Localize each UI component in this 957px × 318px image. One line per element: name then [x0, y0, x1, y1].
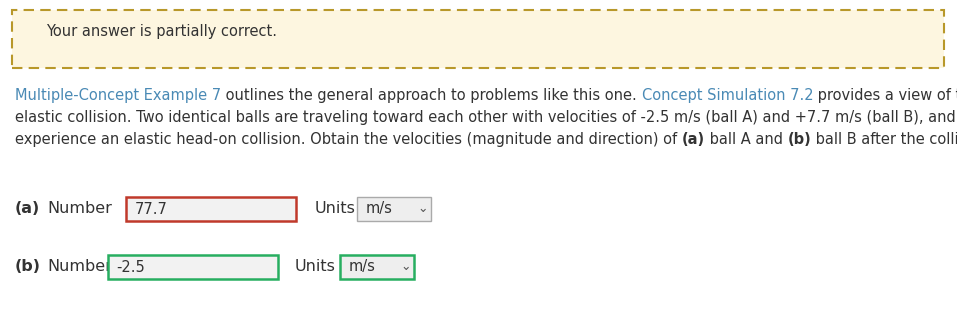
FancyBboxPatch shape — [357, 197, 431, 221]
FancyBboxPatch shape — [126, 197, 296, 221]
Text: (a): (a) — [681, 132, 705, 147]
Text: Your answer is partially correct.: Your answer is partially correct. — [46, 24, 277, 39]
Text: 77.7: 77.7 — [135, 202, 167, 217]
Text: ball B after the collision.: ball B after the collision. — [812, 132, 957, 147]
FancyBboxPatch shape — [108, 255, 278, 279]
Text: Concept Simulation 7.2: Concept Simulation 7.2 — [641, 88, 813, 103]
Text: Multiple-Concept Example 7: Multiple-Concept Example 7 — [15, 88, 221, 103]
Text: m/s: m/s — [349, 259, 376, 274]
Text: i: i — [115, 202, 120, 217]
Text: outlines the general approach to problems like this one.: outlines the general approach to problem… — [221, 88, 641, 103]
Text: (b): (b) — [15, 259, 41, 274]
Text: elastic collision. Two identical balls are traveling toward each other with velo: elastic collision. Two identical balls a… — [15, 110, 957, 125]
Text: m/s: m/s — [366, 202, 392, 217]
Text: Number: Number — [47, 201, 112, 216]
Text: Units: Units — [295, 259, 336, 274]
Text: Number: Number — [47, 259, 112, 274]
Text: ⌄: ⌄ — [417, 203, 428, 216]
FancyBboxPatch shape — [340, 255, 414, 279]
Text: experience an elastic head-on collision. Obtain the velocities (magnitude and di: experience an elastic head-on collision.… — [15, 132, 681, 147]
Text: ⌄: ⌄ — [401, 260, 412, 273]
Text: -2.5: -2.5 — [117, 259, 145, 274]
FancyBboxPatch shape — [11, 10, 945, 67]
Text: (a): (a) — [15, 201, 40, 216]
Text: (b): (b) — [788, 132, 812, 147]
Text: provides a view of this: provides a view of this — [813, 88, 957, 103]
Text: Units: Units — [315, 201, 356, 216]
Text: ball A and: ball A and — [705, 132, 788, 147]
